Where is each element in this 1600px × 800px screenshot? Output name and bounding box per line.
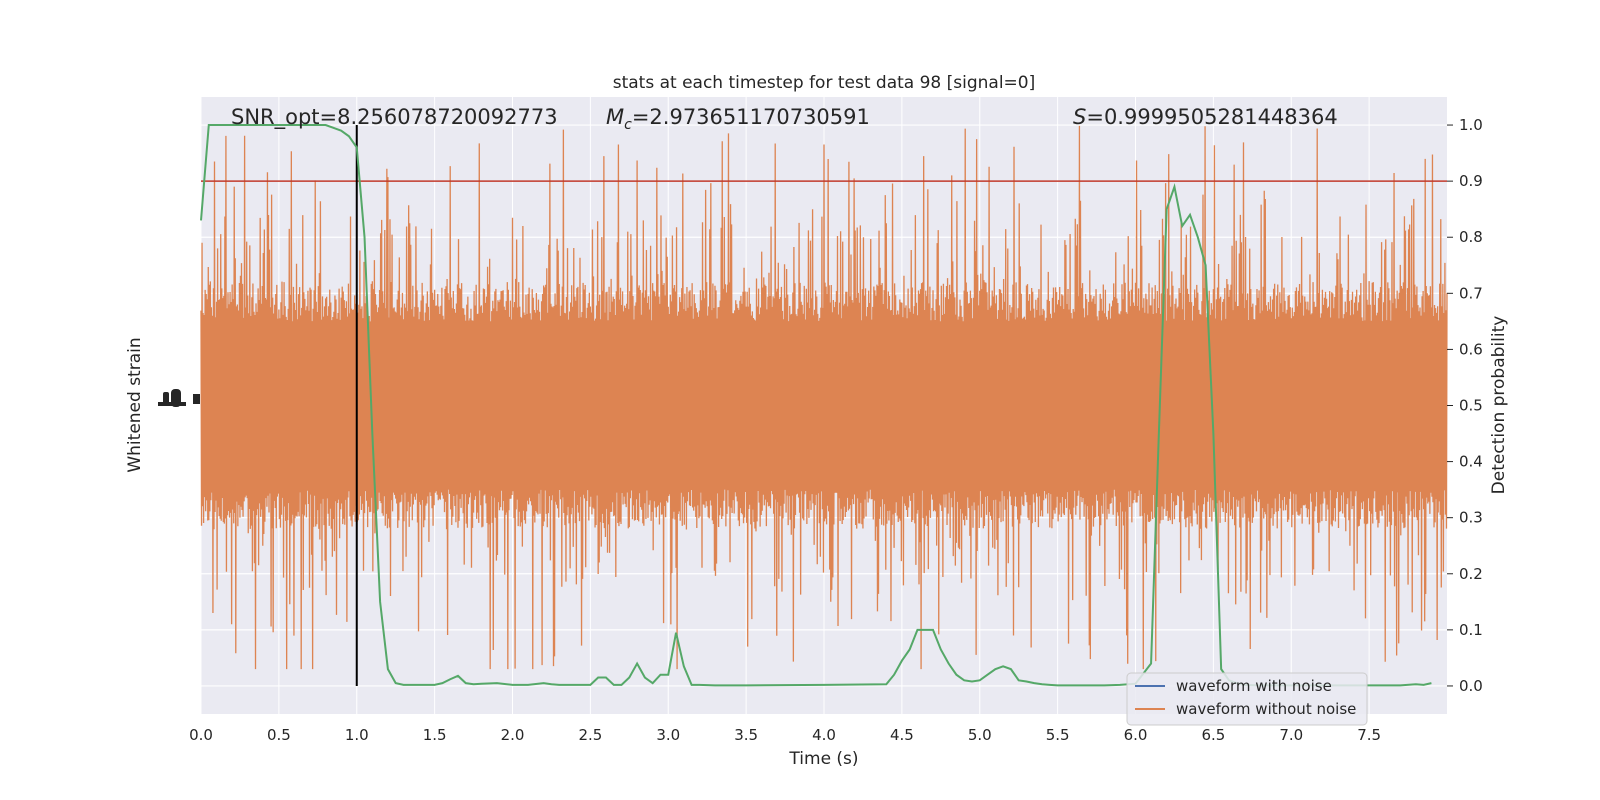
x-tick-label: 1.5: [423, 726, 447, 744]
annotation-s-symbol: S: [1073, 105, 1086, 129]
y-tick-label: 0.4: [1459, 453, 1483, 471]
y-tick-label: 0.3: [1459, 509, 1483, 527]
x-tick-label: 0.0: [189, 726, 213, 744]
x-tick-label: 5.0: [968, 726, 992, 744]
x-tick-label: 6.0: [1124, 726, 1148, 744]
chart-title: stats at each timestep for test data 98 …: [613, 73, 1036, 93]
y-tick-label: 0.7: [1459, 284, 1483, 302]
y-tick-label: 0.5: [1459, 397, 1483, 415]
x-ticks: 0.0 0.5 1.0 1.5 2.0 2.5 3.0 3.5 4.0 4.5 5.0 5.5 6.0 6…: [189, 726, 1381, 744]
annotation-chirp-mass-symbol: M: [606, 105, 624, 129]
y-tick-label: 0.8: [1459, 228, 1483, 246]
left-axis-glyph: [158, 389, 200, 407]
probability-series: [200, 124, 1432, 687]
x-tick-label: 6.5: [1201, 726, 1225, 744]
x-tick-label: 4.0: [812, 726, 836, 744]
y-tick-label: 0.1: [1459, 621, 1483, 639]
x-tick-label: 7.0: [1279, 726, 1303, 744]
legend-box: [1126, 672, 1368, 726]
y-tick-label: 0.0: [1459, 677, 1483, 695]
x-tick-label: 1.0: [345, 726, 369, 744]
y-axis-label-right: Detection probability: [1489, 316, 1509, 495]
annotation-snr: SNR_opt=8.256078720092773: [231, 105, 558, 130]
legend-label-clean: waveform without noise: [1176, 700, 1356, 718]
x-tick-label: 2.5: [578, 726, 602, 744]
noise-waveform-line: [200, 125, 1448, 670]
x-tick-label: 5.5: [1046, 726, 1070, 744]
x-tick-label: 2.0: [501, 726, 525, 744]
annotation-chirp-mass-sub: c: [624, 117, 632, 133]
annotation-chirp-mass: Mc=2.973651170730591: [606, 105, 870, 133]
annotation-chirp-mass-value: =2.973651170730591: [632, 105, 870, 129]
x-tick-label: 7.5: [1357, 726, 1381, 744]
y-axis-label-left: Whitened strain: [125, 337, 145, 472]
y-tick-label: 1.0: [1459, 116, 1483, 134]
x-axis-label: Time (s): [788, 749, 858, 769]
x-tick-label: 0.5: [267, 726, 291, 744]
y-tick-label: 0.2: [1459, 565, 1483, 583]
y-tick-label: 0.9: [1459, 172, 1483, 190]
y-tick-label: 0.6: [1459, 340, 1483, 358]
legend: waveform with noise waveform without noi…: [1126, 672, 1368, 726]
legend-label-noise: waveform with noise: [1176, 677, 1332, 695]
x-tick-label: 4.5: [890, 726, 914, 744]
noise-series: [200, 125, 1448, 670]
x-tick-label: 3.0: [656, 726, 680, 744]
annotation-snr-sum: S=0.9999505281448364: [1073, 105, 1338, 129]
y-ticks-right: 0.0 0.1 0.2 0.3 0.4 0.5 0.6 0.7 0.8 0.9 1.0: [1447, 116, 1483, 695]
annotation-s-value: =0.9999505281448364: [1086, 105, 1337, 129]
x-tick-label: 3.5: [734, 726, 758, 744]
